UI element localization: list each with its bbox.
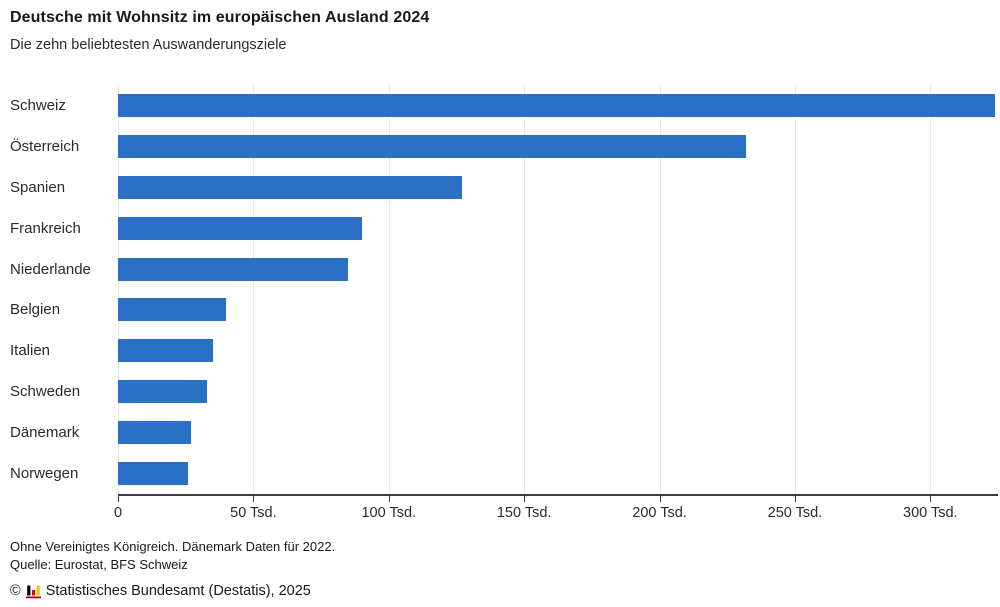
gridline <box>253 85 255 494</box>
category-label: Spanien <box>10 178 66 196</box>
x-axis-tick <box>524 496 526 502</box>
chart-subtitle: Die zehn beliebtesten Auswanderungsziele <box>10 37 287 53</box>
x-axis-tick-label: 150 Tsd. <box>496 505 552 521</box>
x-axis-tick <box>118 496 119 502</box>
category-label: Österreich <box>10 137 80 155</box>
category-label: Belgien <box>10 301 61 319</box>
chart-title: Deutsche mit Wohnsitz im europäischen Au… <box>10 9 430 26</box>
x-axis-tick <box>253 496 255 502</box>
x-axis-tick <box>930 496 932 502</box>
gridline <box>930 85 932 494</box>
category-label: Italien <box>10 342 51 360</box>
gridline <box>794 85 796 494</box>
category-label: Dänemark <box>10 424 80 442</box>
copyright-text: Statistisches Bundesamt (Destatis), 2025 <box>45 583 311 599</box>
category-label: Schweden <box>10 383 81 401</box>
bar-italien <box>118 339 213 363</box>
x-axis-tick-label: 0 <box>113 505 123 521</box>
bar-schweden <box>118 380 208 404</box>
x-axis-tick-label: 200 Tsd. <box>632 505 687 521</box>
plot-area: 0 50 Tsd. 100 Tsd. 150 Tsd. 200 Tsd. 250 Tsd.… <box>114 85 998 521</box>
bar-niederlande <box>118 257 349 281</box>
gridline <box>659 85 661 494</box>
category-label: Norwegen <box>10 465 79 483</box>
footnote-note: Ohne Vereinigtes Königreich. Dänemark Da… <box>10 539 336 554</box>
bar-belgien <box>118 298 227 322</box>
gridline <box>118 85 119 494</box>
bar-d-nemark <box>118 421 192 445</box>
x-axis-tick-label: 100 Tsd. <box>361 505 417 521</box>
destatis-logo-icon <box>25 585 41 598</box>
x-axis-tick-label: 50 Tsd. <box>230 505 277 521</box>
x-axis-tick <box>794 496 796 502</box>
category-label: Niederlande <box>10 260 91 278</box>
bar-schweiz <box>118 93 996 117</box>
category-label: Frankreich <box>10 219 81 237</box>
x-axis-tick <box>659 496 661 502</box>
x-axis-tick-label: 300 Tsd. <box>903 505 958 521</box>
gridline <box>524 85 526 494</box>
category-label: Schweiz <box>10 96 66 114</box>
copyright-line: © Statistisches Bundesamt (Destatis), 20… <box>10 583 311 599</box>
bar-norwegen <box>118 462 189 486</box>
bar-spanien <box>118 175 462 199</box>
bar-frankreich <box>118 216 362 240</box>
x-axis-tick-label: 250 Tsd. <box>767 505 823 521</box>
category-labels: Schweiz Österreich Spanien Frankreich Nieder… <box>0 85 118 494</box>
gridline <box>388 85 390 494</box>
x-axis-tick <box>388 496 390 502</box>
copyright-symbol: © <box>10 583 21 599</box>
footnote-source: Quelle: Eurostat, BFS Schweiz <box>10 557 188 572</box>
bar--sterreich <box>118 134 747 158</box>
